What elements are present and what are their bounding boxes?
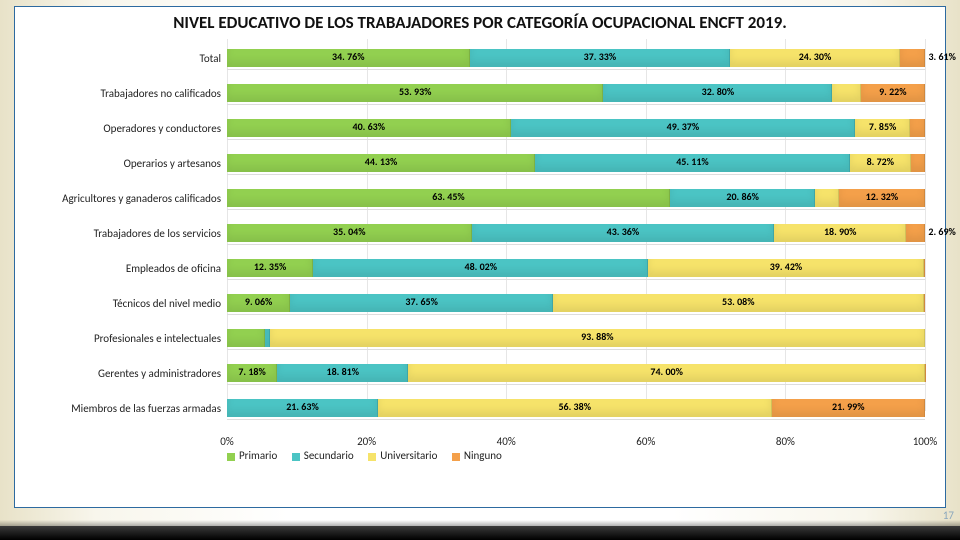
category-label: Trabajadores no calificados: [15, 87, 227, 100]
bar-segment: [900, 49, 925, 67]
legend-label: Ninguno: [464, 449, 502, 462]
legend-label: Secundario: [304, 449, 354, 462]
value-label: 63. 45%: [432, 190, 465, 203]
chart-row: Trabajadores de los servicios 35. 04% 43. …: [15, 220, 925, 246]
value-label: 35. 04%: [333, 225, 366, 238]
bar-segment: [906, 224, 925, 242]
category-label: Profesionales e intelectuales: [15, 332, 227, 345]
chart-row: Operadores y conductores 40. 63% 49. 37% 7.…: [15, 115, 925, 141]
value-label: 12. 35%: [254, 260, 287, 273]
legend: Primario Secundario Universitario Ningun…: [227, 449, 502, 462]
bar-track: 7. 18% 18. 81% 74. 00%: [227, 361, 925, 385]
value-label: 39. 42%: [770, 260, 803, 273]
legend-label: Universitario: [380, 449, 437, 462]
chart-row: Técnicos del nivel medio 9. 06% 37. 65% 53.…: [15, 290, 925, 316]
value-label: 3. 61%: [928, 50, 955, 63]
bar-track: 5. 41%93. 88%: [227, 326, 925, 350]
value-label: 49. 37%: [667, 120, 700, 133]
value-label: 2. 69%: [928, 225, 955, 238]
value-label: 7. 18%: [238, 365, 265, 378]
bar-track: 34. 76%37. 33%24. 30%3. 61%: [227, 46, 925, 70]
chart-row: Gerentes y administradores7. 18%18. 81%7…: [15, 360, 925, 386]
legend-swatch-ninguno: [452, 453, 460, 461]
value-label: 40. 63%: [353, 120, 386, 133]
legend-swatch-secundario: [292, 453, 300, 461]
value-label: 12. 32%: [866, 190, 899, 203]
category-label: Trabajadores de los servicios: [15, 227, 227, 240]
value-label: 9. 06%: [245, 295, 272, 308]
legend-label: Primario: [239, 449, 277, 462]
bar-track: 40. 63% 49. 37% 7. 85%: [227, 116, 925, 140]
bar-segment: [924, 294, 925, 312]
bar-segment: [911, 154, 925, 172]
legend-swatch-primario: [227, 453, 235, 461]
chart-row: Miembros de las fuerzas armadas 21. 63% 56…: [15, 395, 925, 421]
category-label: Empleados de oficina: [15, 262, 227, 275]
value-label: 43. 36%: [607, 225, 640, 238]
chart-frame: NIVEL EDUCATIVO DE LOS TRABAJADORES POR …: [14, 6, 946, 508]
value-label: 34. 76%: [332, 50, 365, 63]
value-label: 53. 08%: [722, 295, 755, 308]
chart-row: Total34. 76%37. 33%24. 30%3. 61%: [15, 45, 925, 71]
chart-row: Agricultores y ganaderos calificados 63. …: [15, 185, 925, 211]
plot-area: Total34. 76%37. 33%24. 30%3. 61%Trabajad…: [15, 39, 945, 459]
bar-segment: [815, 189, 838, 207]
value-label: 21. 99%: [832, 400, 865, 413]
value-label: 48. 02%: [465, 260, 498, 273]
bar-track: 44. 13% 45. 11% 8. 72%: [227, 151, 925, 175]
bar-segment: [910, 119, 925, 137]
bar-track: 35. 04%43. 36%18. 90%2. 69%: [227, 221, 925, 245]
value-label: 20. 86%: [726, 190, 759, 203]
legend-swatch-universitario: [368, 453, 376, 461]
category-label: Gerentes y administradores: [15, 367, 227, 380]
category-label: Operadores y conductores: [15, 122, 227, 135]
chart-title: NIVEL EDUCATIVO DE LOS TRABAJADORES POR …: [15, 7, 945, 37]
chart-row: Empleados de oficina 12. 35% 48. 02% 39. 42…: [15, 255, 925, 281]
value-label: 21. 63%: [286, 400, 319, 413]
value-label: 45. 11%: [676, 155, 709, 168]
category-label: Técnicos del nivel medio: [15, 297, 227, 310]
value-label: 9. 22%: [879, 85, 906, 98]
category-label: Miembros de las fuerzas armadas: [15, 402, 227, 415]
value-label: 18. 90%: [824, 225, 857, 238]
value-label: 37. 65%: [405, 295, 438, 308]
bar-track: 9. 06% 37. 65% 53. 08%: [227, 291, 925, 315]
value-label: 7. 85%: [869, 120, 896, 133]
bar-track: 53. 93%32. 80%4. 05%9. 22%: [227, 81, 925, 105]
category-label: Total: [15, 52, 227, 65]
value-label: 93. 88%: [581, 330, 614, 343]
bar-track: 12. 35% 48. 02% 39. 42%: [227, 256, 925, 280]
value-label: 37. 33%: [584, 50, 617, 63]
bar-track: 63. 45%20. 86%3. 36%12. 32%: [227, 186, 925, 210]
category-label: Agricultores y ganaderos calificados: [15, 192, 227, 205]
bar-segment: [832, 84, 860, 102]
value-label: 18. 81%: [327, 365, 360, 378]
value-label: 24. 30%: [799, 50, 832, 63]
value-label: 44. 13%: [365, 155, 398, 168]
chart-row: Profesionales e intelectuales5. 41%93. 8…: [15, 325, 925, 351]
value-label: 56. 38%: [558, 400, 591, 413]
bar-segment: [925, 364, 926, 382]
category-label: Operarios y artesanos: [15, 157, 227, 170]
value-label: 74. 00%: [650, 365, 683, 378]
bottom-bar: [0, 526, 960, 540]
bar-track: 21. 63% 56. 38% 21. 99%: [227, 396, 925, 420]
bar-segment: [227, 329, 265, 347]
value-label: 53. 93%: [399, 85, 432, 98]
value-label: 8. 72%: [867, 155, 894, 168]
chart-row: Trabajadores no calificados 53. 93% 32. 80…: [15, 80, 925, 106]
bar-segment: [924, 259, 925, 277]
value-label: 32. 80%: [702, 85, 735, 98]
chart-row: Operarios y artesanos 44. 13% 45. 11% 8. 72…: [15, 150, 925, 176]
